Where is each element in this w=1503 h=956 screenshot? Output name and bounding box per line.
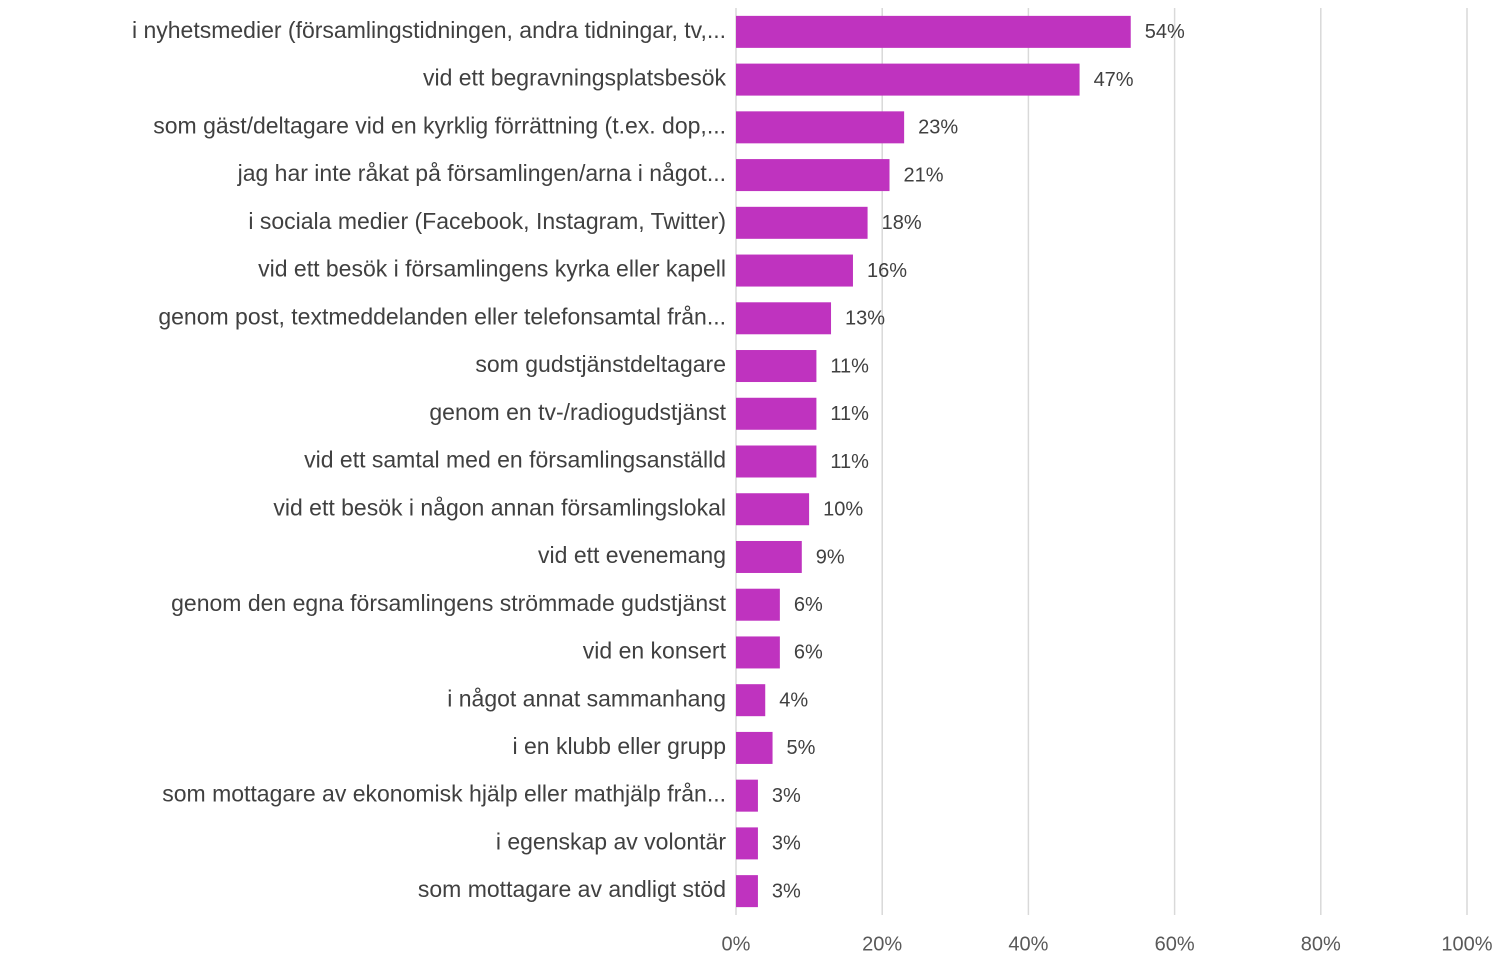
category-label: vid ett begravningsplatsbesök xyxy=(423,65,727,91)
category-label: vid ett evenemang xyxy=(538,542,726,568)
x-tick-label: 60% xyxy=(1155,933,1195,955)
data-label: 13% xyxy=(845,308,885,330)
bar xyxy=(736,206,868,239)
category-label: genom post, textmeddelanden eller telefo… xyxy=(158,303,726,329)
data-label: 47% xyxy=(1094,69,1134,91)
data-label: 23% xyxy=(918,117,958,139)
category-label: som mottagare av ekonomisk hjälp eller m… xyxy=(162,781,726,807)
category-label: genom en tv-/radiogudstjänst xyxy=(429,399,726,425)
bar xyxy=(736,15,1131,48)
x-tick-label: 80% xyxy=(1301,933,1341,955)
bar xyxy=(736,159,890,192)
x-tick-label: 40% xyxy=(1008,933,1048,955)
category-label: jag har inte råkat på församlingen/arna … xyxy=(237,160,726,186)
data-label: 11% xyxy=(830,403,869,425)
data-label: 18% xyxy=(882,212,922,234)
bar xyxy=(736,875,758,908)
bar xyxy=(736,540,802,573)
bar xyxy=(736,254,853,287)
x-tick-label: 20% xyxy=(862,933,902,955)
data-label: 4% xyxy=(779,689,808,711)
bar xyxy=(736,63,1080,96)
category-label: vid ett besök i någon annan församlingsl… xyxy=(273,494,726,520)
category-label: i sociala medier (Facebook, Instagram, T… xyxy=(248,208,726,234)
category-label: i egenskap av volontär xyxy=(496,828,726,854)
bar xyxy=(736,731,773,764)
bar xyxy=(736,397,817,430)
bar xyxy=(736,111,905,144)
data-label: 21% xyxy=(904,164,944,186)
category-label: vid ett samtal med en församlingsanställ… xyxy=(304,447,726,473)
category-label: vid ett besök i församlingens kyrka elle… xyxy=(258,256,726,282)
category-label: genom den egna församlingens strömmade g… xyxy=(171,590,726,616)
data-label: 9% xyxy=(816,546,845,568)
bar xyxy=(736,493,810,526)
data-label: 3% xyxy=(772,880,801,902)
bar xyxy=(736,350,817,383)
data-label: 3% xyxy=(772,785,801,807)
category-label: i något annat sammanhang xyxy=(447,685,726,711)
bar xyxy=(736,588,780,621)
data-label: 6% xyxy=(794,642,823,664)
bar xyxy=(736,445,817,478)
category-label: som mottagare av andligt stöd xyxy=(418,876,726,902)
bar xyxy=(736,779,758,812)
data-label: 10% xyxy=(823,499,863,521)
bar xyxy=(736,684,766,717)
category-label: i nyhetsmedier (församlingstidningen, an… xyxy=(132,17,726,43)
data-label: 11% xyxy=(830,451,869,473)
category-label: som gudstjänstdeltagare xyxy=(475,351,726,377)
data-label: 11% xyxy=(830,355,869,377)
data-label: 3% xyxy=(772,833,801,855)
data-label: 6% xyxy=(794,594,823,616)
category-label: som gäst/deltagare vid en kyrklig förrät… xyxy=(153,112,726,138)
bar xyxy=(736,636,780,669)
bar xyxy=(736,827,758,860)
data-label: 16% xyxy=(867,260,907,282)
category-label: vid en konsert xyxy=(583,638,727,664)
category-label: i en klubb eller grupp xyxy=(512,733,726,759)
data-label: 54% xyxy=(1145,21,1185,43)
x-tick-label: 0% xyxy=(722,933,751,955)
x-tick-label: 100% xyxy=(1441,933,1492,955)
bar xyxy=(736,302,832,335)
data-label: 5% xyxy=(787,737,816,759)
